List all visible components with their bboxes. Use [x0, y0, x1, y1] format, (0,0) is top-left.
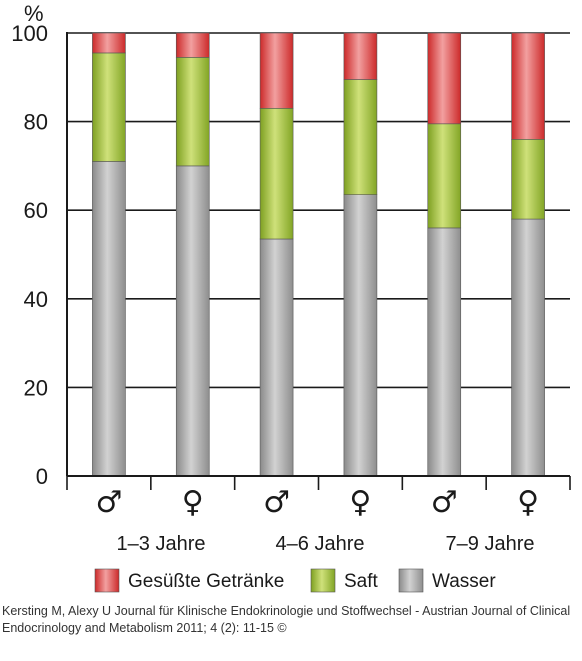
x-category-label: ♀: [349, 485, 371, 520]
bar-segment-wasser: [343, 194, 378, 477]
legend-label: Gesüßte Getränke: [128, 571, 284, 592]
bar-segment-saft: [175, 57, 210, 167]
bar-segment-ges-te-getr-nke: [259, 32, 294, 109]
labels: 0 20 40 60 80 100% ♂ ♀ ♂ ♀ ♂ ♀ 1–3 Jahre 4–6 Jahre 7–9…: [11, 1, 539, 555]
legend-swatch: [94, 568, 120, 593]
bar-segment-wasser: [175, 165, 210, 477]
bar-segment-saft: [511, 139, 545, 220]
legend-swatch: [310, 568, 336, 593]
y-tick-label: 20: [24, 375, 48, 400]
grid-lines: [67, 32, 570, 389]
bar-segment-wasser: [92, 161, 126, 477]
x-category-label: ♂: [263, 485, 290, 520]
x-category-label: ♂: [431, 485, 458, 520]
source-citation: Kersting M, Alexy U Journal für Klinisch…: [2, 604, 571, 635]
y-tick-label: 80: [24, 110, 48, 135]
y-unit-label: %: [24, 1, 44, 26]
legend-label: Wasser: [432, 571, 496, 592]
bar-segment-ges-te-getr-nke: [343, 32, 378, 80]
bar-segment-saft: [427, 123, 462, 229]
bar-segment-ges-te-getr-nke: [92, 32, 126, 54]
bars: [92, 32, 545, 477]
bar-segment-ges-te-getr-nke: [427, 32, 462, 125]
legend-swatch: [398, 568, 424, 593]
x-category-label: ♀: [517, 485, 539, 520]
bar-segment-wasser: [259, 238, 294, 477]
group-label: 1–3 Jahre: [117, 533, 206, 555]
y-tick-label: 40: [24, 287, 48, 312]
bar-segment-ges-te-getr-nke: [175, 32, 210, 58]
group-label: 7–9 Jahre: [446, 533, 535, 555]
y-tick-label: 0: [36, 464, 48, 489]
bar-segment-saft: [259, 108, 294, 240]
y-tick-label: 60: [24, 198, 48, 223]
axes: [66, 32, 571, 490]
stacked-bar-chart: 0 20 40 60 80 100% ♂ ♀ ♂ ♀ ♂ ♀ 1–3 Jahre 4–6 Jahre 7–9…: [11, 1, 571, 593]
bar-segment-saft: [92, 52, 126, 162]
bar-segment-wasser: [511, 218, 545, 477]
bar-segment-saft: [343, 79, 378, 195]
y-tick-label: 100: [11, 21, 48, 46]
bar-segment-ges-te-getr-nke: [511, 32, 545, 140]
group-label: 4–6 Jahre: [276, 533, 365, 555]
bar-segment-wasser: [427, 227, 462, 477]
legend: Gesüßte Getränke Saft Wasser: [94, 568, 496, 593]
legend-label: Saft: [344, 571, 379, 592]
x-category-label: ♀: [182, 485, 204, 520]
x-category-label: ♂: [95, 485, 122, 520]
